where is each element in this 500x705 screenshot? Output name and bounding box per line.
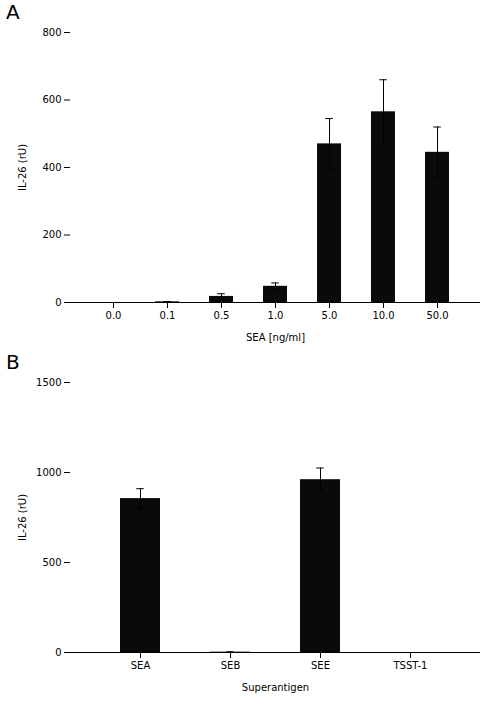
svg-text:800: 800 (42, 27, 61, 38)
svg-text:1000: 1000 (36, 467, 61, 478)
svg-text:0.0: 0.0 (106, 310, 122, 321)
svg-text:SEA: SEA (131, 660, 151, 671)
svg-text:400: 400 (42, 162, 61, 173)
svg-text:0.1: 0.1 (160, 310, 176, 321)
svg-text:0.5: 0.5 (214, 310, 230, 321)
svg-text:TSST-1: TSST-1 (393, 660, 428, 671)
svg-text:50.0: 50.0 (426, 310, 448, 321)
svg-text:600: 600 (42, 94, 61, 105)
svg-text:IL-26 (rU): IL-26 (rU) (17, 144, 28, 191)
svg-text:SEB: SEB (221, 660, 241, 671)
svg-text:1500: 1500 (36, 377, 61, 388)
svg-text:5.0: 5.0 (322, 310, 338, 321)
svg-text:500: 500 (42, 557, 61, 568)
html-text:A: A (6, 0, 20, 24)
svg-text:0: 0 (55, 297, 61, 308)
svg-text:10.0: 10.0 (372, 310, 394, 321)
svg-text:200: 200 (42, 229, 61, 240)
svg-text:IL-26 (rU): IL-26 (rU) (17, 494, 28, 541)
svg-text:0: 0 (55, 647, 61, 658)
svg-text:1.0: 1.0 (268, 310, 284, 321)
svg-text:SEA [ng/ml]: SEA [ng/ml] (246, 332, 305, 343)
svg-text:SEE: SEE (311, 660, 330, 671)
html-text:B: B (6, 350, 20, 374)
svg-text:Superantigen: Superantigen (242, 682, 309, 693)
